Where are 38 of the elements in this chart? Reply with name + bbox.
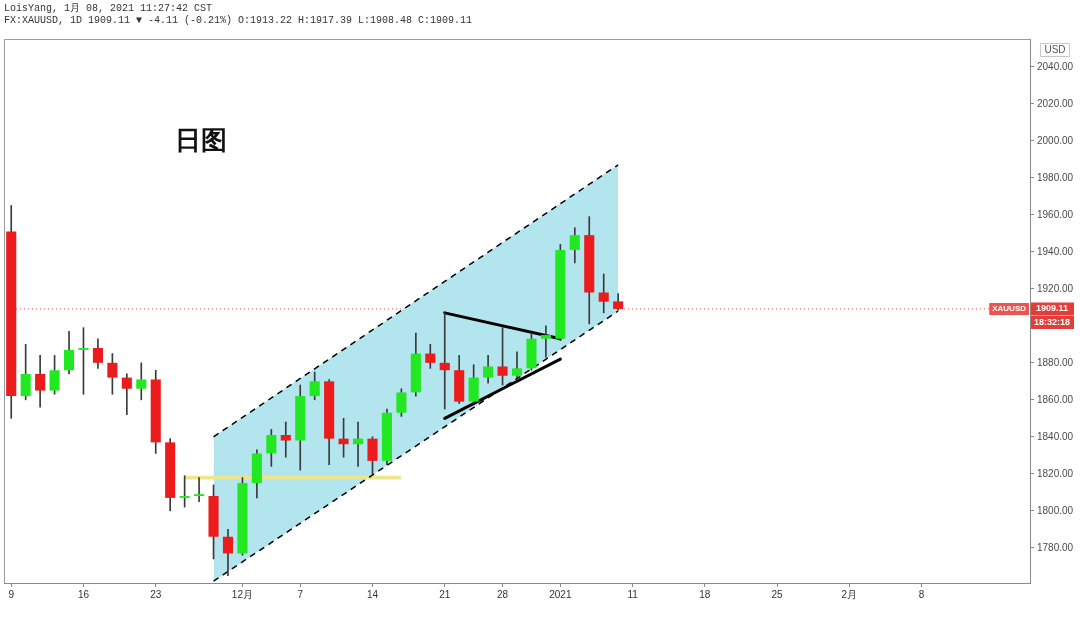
y-tick-label: 1800.00 <box>1037 504 1074 516</box>
y-tick-label: 1860.00 <box>1037 393 1074 405</box>
candlestick <box>439 312 450 410</box>
y-tick-label: 1780.00 <box>1037 541 1074 553</box>
candlestick <box>194 477 205 502</box>
y-tick-label: 1960.00 <box>1037 208 1074 220</box>
x-tick-label: 2021 <box>549 588 572 600</box>
x-tick-label: 8 <box>918 588 925 600</box>
x-tick-label: 2月 <box>841 588 858 600</box>
x-tick-label: 18 <box>699 588 711 600</box>
x-tick-label: 25 <box>771 588 784 600</box>
y-tick-label: 2020.00 <box>1037 97 1074 109</box>
x-tick-label: 9 <box>8 588 15 600</box>
chart-title: LoisYang, 1月 08, 2021 11:27:42 CST <box>4 2 213 15</box>
x-tick-label: 21 <box>439 588 451 600</box>
x-tick-label: 12月 <box>231 588 253 600</box>
chart-subtitle: FX:XAUUSD, 1D 1909.11 ▼ -4.11 (-0.21%) O:1913.22 H:1917.39 L:1908.48 C:1909.11 <box>4 15 473 26</box>
y-tick-label: 1840.00 <box>1037 430 1074 442</box>
x-tick-label: 16 <box>77 588 90 600</box>
annotation: 1909.11 <box>1035 303 1069 314</box>
x-tick-label: 7 <box>297 588 304 600</box>
y-tick-label: 1980.00 <box>1037 171 1074 183</box>
x-tick-label: 28 <box>496 588 509 600</box>
x-tick-label: 11 <box>627 588 639 600</box>
y-axis-title: USD <box>1044 43 1066 55</box>
y-tick-label: 1880.00 <box>1037 356 1074 368</box>
y-tick-label: 1820.00 <box>1037 467 1074 479</box>
y-tick-label: 1940.00 <box>1037 245 1074 257</box>
candlestick <box>540 325 551 358</box>
ref-line-label: XAUUSD <box>992 304 1027 314</box>
text: 18:32:18 <box>1033 316 1071 327</box>
y-tick-label: 2000.00 <box>1037 134 1074 146</box>
candlestick <box>280 421 291 458</box>
x-tick-label: 23 <box>150 588 162 600</box>
y-tick-label: 2040.00 <box>1037 60 1074 72</box>
x-tick-label: 14 <box>366 588 379 600</box>
annotation: 日图 <box>175 124 227 155</box>
y-tick-label: 1920.00 <box>1037 282 1074 294</box>
